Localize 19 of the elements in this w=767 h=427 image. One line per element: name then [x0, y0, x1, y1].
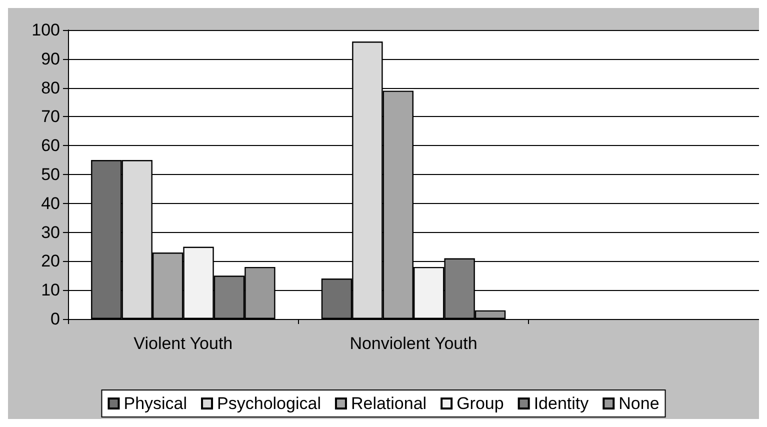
legend-label: Group	[456, 394, 504, 413]
x-tick-label: Violent Youth	[134, 334, 233, 353]
y-tick-label: 0	[50, 310, 60, 328]
legend-label: Relational	[350, 394, 427, 413]
y-tick-label: 70	[41, 107, 60, 126]
x-tick-label: Nonviolent Youth	[350, 334, 478, 353]
y-tick-label: 100	[32, 20, 60, 40]
legend-label: Psychological	[217, 394, 321, 413]
legend-label: Identity	[534, 394, 590, 413]
y-tick-label: 90	[41, 49, 60, 68]
y-tick-label: 50	[41, 165, 60, 184]
y-tick-label: 30	[41, 222, 60, 242]
y-tick-label: 40	[41, 194, 60, 213]
y-tick-label: 20	[41, 252, 60, 271]
y-tick-label: 60	[41, 136, 60, 156]
y-tick-label: 80	[41, 78, 60, 98]
legend-label: Physical	[124, 394, 188, 413]
y-tick-label: 10	[41, 280, 60, 300]
legend-label: None	[618, 394, 660, 413]
